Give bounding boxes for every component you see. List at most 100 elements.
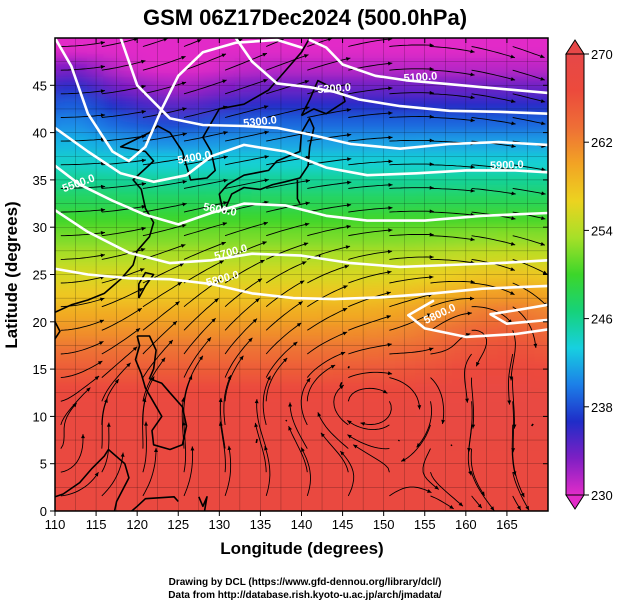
field-cell: [431, 415, 451, 437]
field-cell: [481, 112, 500, 134]
field-cell: [547, 112, 548, 134]
field-cell: [530, 339, 548, 361]
streamline-arrow: [388, 159, 393, 164]
field-cell: [103, 55, 122, 77]
streamline: [265, 280, 305, 308]
streamline: [183, 201, 228, 213]
streamline-arrow: [262, 53, 267, 57]
field-cell: [530, 38, 548, 39]
field-cell: [382, 282, 402, 304]
field-cell: [530, 226, 548, 248]
field-cell: [201, 38, 221, 58]
field-cell: [55, 112, 73, 134]
field-cell: [201, 434, 221, 456]
field-cell: [349, 396, 369, 418]
streamline-arrow: [218, 397, 223, 403]
streamline: [60, 41, 105, 47]
field-cell: [448, 188, 467, 210]
contour-label: 5400.0: [177, 149, 212, 167]
streamline-arrow: [510, 241, 516, 246]
streamline: [181, 397, 185, 449]
streamline: [60, 231, 106, 237]
field-cell: [136, 301, 155, 323]
field-cell: [55, 282, 73, 304]
streamline: [224, 222, 269, 237]
streamline-arrow: [227, 445, 232, 451]
streamline-arrow: [99, 297, 105, 302]
field-cell: [284, 434, 303, 456]
field-cell: [284, 93, 303, 115]
field-cell: [185, 282, 204, 304]
streamline-arrow: [141, 182, 146, 186]
field-cell: [119, 396, 139, 418]
field-cell: [481, 93, 500, 115]
field-cell: [103, 93, 122, 115]
field-cell: [86, 38, 106, 39]
streamline: [60, 471, 99, 497]
field-cell: [267, 472, 287, 494]
field-cell: [103, 131, 122, 153]
streamline-arrow: [141, 158, 147, 163]
field-cell: [267, 38, 287, 58]
streamline: [60, 254, 105, 260]
streamline-arrow: [223, 131, 228, 135]
streamline-arrow: [292, 341, 298, 346]
streamline: [183, 105, 228, 118]
field-cell: [300, 491, 319, 511]
field-cell: [218, 93, 237, 115]
field-cell: [218, 320, 237, 342]
streamline-arrow: [72, 402, 77, 408]
field-cell: [366, 93, 385, 115]
field-cell: [514, 396, 533, 418]
field-cell: [316, 131, 336, 153]
field-cell: [152, 377, 172, 399]
field-cell: [316, 415, 336, 437]
field-cell: [448, 434, 467, 456]
field-cell: [218, 434, 237, 456]
field-cell: [152, 339, 172, 361]
streamline-arrow: [254, 422, 259, 428]
field-cell: [530, 282, 548, 304]
streamline-arrow: [346, 133, 352, 137]
streamline-arrow: [100, 113, 106, 118]
field-cell: [316, 491, 336, 511]
field-cell: [382, 415, 402, 437]
field-cell: [349, 131, 369, 153]
field-cell: [514, 188, 533, 210]
field-cell: [300, 320, 319, 342]
streamline: [300, 377, 311, 426]
streamline: [142, 301, 180, 331]
streamline: [471, 187, 516, 195]
field-cell: [152, 491, 172, 511]
streamline-arrow: [141, 134, 146, 139]
streamline-arrow: [428, 347, 434, 352]
streamline-arrow: [97, 361, 103, 365]
streamline-arrow: [388, 135, 393, 140]
streamline-arrow: [132, 346, 138, 351]
streamline: [348, 160, 393, 166]
streamline: [389, 313, 432, 331]
field-cell: [300, 415, 319, 437]
streamline: [389, 210, 434, 213]
height-contour: [55, 126, 548, 184]
field-cell: [119, 320, 139, 342]
field-cell: [349, 150, 369, 172]
x-tick-label: 135: [250, 517, 272, 532]
field-cell: [349, 472, 369, 494]
field-cell: [464, 396, 484, 418]
streamline: [60, 297, 105, 308]
streamline: [142, 357, 166, 402]
streamline-arrow: [511, 191, 516, 196]
field-cell: [103, 207, 122, 229]
field-cell: [70, 320, 89, 342]
streamline: [430, 164, 475, 168]
field-cell: [366, 472, 385, 494]
streamline-arrow: [299, 280, 305, 285]
streamline: [471, 235, 516, 246]
field-cell: [514, 320, 533, 342]
coastline: [107, 448, 130, 511]
field-cell: [55, 415, 73, 437]
field-cell: [514, 377, 533, 399]
streamline: [60, 340, 104, 355]
streamline: [142, 376, 155, 425]
